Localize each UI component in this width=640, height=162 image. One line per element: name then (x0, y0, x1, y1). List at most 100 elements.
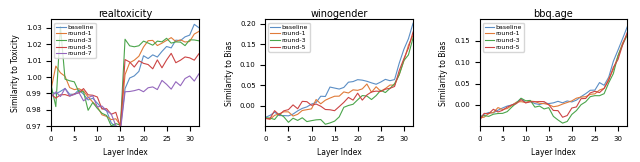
round-5 (266, 118, 274, 120)
round-7 (121, 91, 129, 93)
round-1 (476, 117, 483, 119)
round-1 (285, 111, 292, 113)
Legend: baseline, round-1, round-3, round-5: baseline, round-1, round-3, round-5 (483, 23, 524, 52)
round-3 (503, 111, 511, 113)
round-3 (573, 110, 580, 111)
round-1 (168, 37, 175, 39)
round-5 (149, 68, 157, 70)
round-3 (195, 40, 203, 42)
Legend: baseline, round-1, round-3, round-5, round-7: baseline, round-1, round-3, round-5, rou… (54, 23, 96, 58)
round-5 (527, 101, 534, 103)
round-3 (609, 73, 617, 75)
round-3 (98, 112, 106, 114)
round-5 (609, 66, 617, 68)
round-1 (400, 60, 408, 62)
round-5 (349, 99, 357, 101)
round-1 (84, 96, 92, 98)
Line: round-3: round-3 (266, 38, 413, 124)
round-3 (326, 122, 334, 124)
round-3 (177, 41, 184, 43)
round-5 (577, 98, 585, 100)
baseline (116, 127, 124, 129)
round-5 (321, 109, 329, 110)
round-1 (517, 101, 525, 103)
round-3 (103, 115, 111, 116)
round-3 (140, 40, 147, 42)
round-5 (317, 105, 324, 107)
round-1 (596, 89, 604, 91)
round-1 (98, 114, 106, 116)
round-7 (75, 92, 83, 93)
round-1 (485, 112, 493, 114)
round-3 (181, 45, 189, 47)
round-1 (372, 86, 380, 88)
Line: round-7: round-7 (51, 74, 199, 131)
baseline (163, 46, 170, 47)
Line: round-1: round-1 (266, 35, 413, 119)
round-1 (354, 89, 362, 91)
baseline (298, 107, 306, 109)
round-3 (522, 100, 529, 102)
baseline (490, 112, 497, 114)
round-7 (191, 80, 198, 82)
Y-axis label: Similarity to Bias: Similarity to Bias (225, 40, 234, 106)
round-5 (98, 108, 106, 110)
round-5 (381, 88, 389, 90)
round-3 (308, 120, 316, 122)
round-3 (116, 124, 124, 126)
Line: baseline: baseline (479, 27, 627, 117)
round-7 (93, 106, 101, 108)
round-1 (554, 105, 562, 107)
round-1 (294, 113, 301, 115)
round-7 (144, 87, 152, 89)
baseline (70, 93, 78, 95)
baseline (508, 104, 516, 106)
baseline (321, 96, 329, 98)
round-1 (614, 55, 622, 57)
baseline (367, 82, 375, 84)
baseline (582, 93, 589, 95)
round-7 (116, 130, 124, 132)
round-3 (490, 113, 497, 115)
round-1 (144, 40, 152, 42)
round-3 (358, 95, 366, 97)
round-7 (56, 96, 64, 98)
round-7 (158, 79, 166, 81)
baseline (280, 115, 287, 116)
round-7 (149, 86, 157, 88)
round-5 (285, 109, 292, 111)
round-1 (280, 111, 287, 113)
baseline (404, 38, 412, 40)
round-1 (344, 92, 352, 94)
baseline (140, 55, 147, 57)
round-3 (517, 97, 525, 99)
round-7 (84, 97, 92, 99)
baseline (121, 88, 129, 90)
round-5 (294, 108, 301, 110)
round-3 (409, 37, 417, 39)
round-3 (591, 95, 599, 97)
baseline (517, 98, 525, 99)
baseline (149, 54, 157, 56)
round-3 (600, 93, 608, 95)
round-5 (154, 59, 161, 61)
round-1 (386, 84, 394, 86)
baseline (377, 81, 385, 83)
round-5 (75, 92, 83, 94)
round-1 (494, 107, 502, 109)
round-5 (619, 44, 627, 46)
round-5 (563, 115, 571, 116)
round-1 (52, 65, 60, 67)
round-3 (112, 123, 120, 125)
round-1 (586, 93, 594, 95)
round-3 (344, 104, 352, 106)
round-3 (614, 55, 622, 57)
round-5 (513, 103, 520, 105)
Title: realtoxicity: realtoxicity (98, 9, 152, 19)
round-5 (573, 106, 580, 108)
round-5 (499, 109, 506, 111)
round-3 (154, 40, 161, 42)
round-1 (563, 102, 571, 104)
round-7 (177, 85, 184, 87)
round-1 (172, 41, 180, 43)
